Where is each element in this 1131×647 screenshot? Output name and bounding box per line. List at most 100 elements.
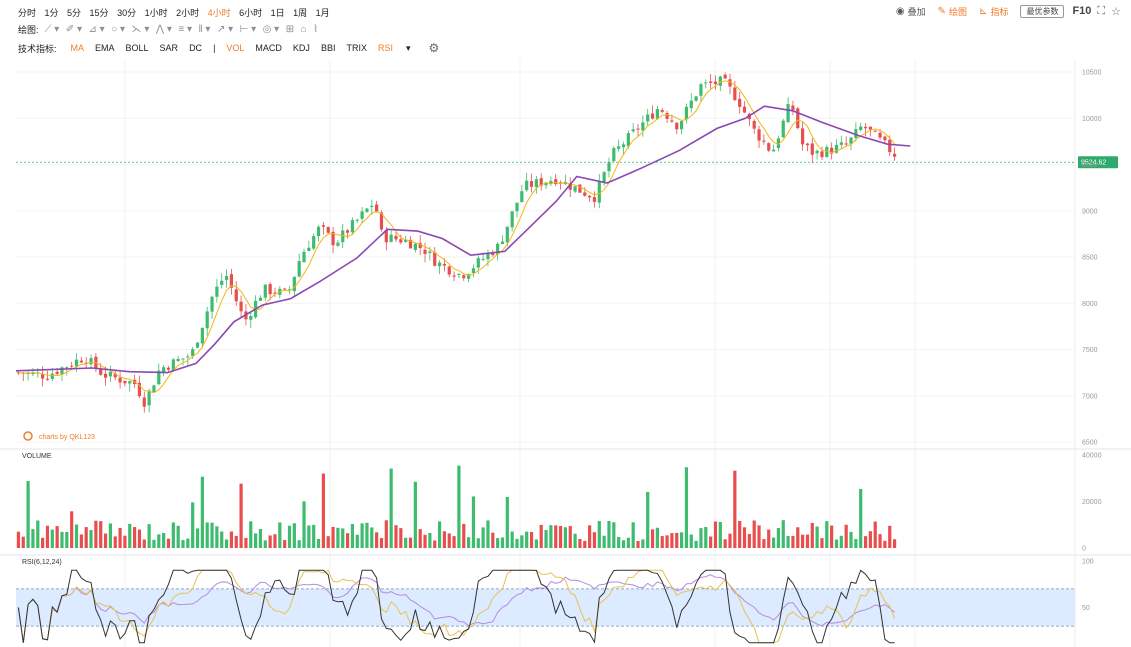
indicator-sar[interactable]: SAR	[159, 43, 179, 53]
candle-body-98	[491, 253, 495, 256]
eye-icon[interactable]: ◎ ▾	[262, 23, 280, 35]
volume-bar-146	[723, 539, 727, 548]
indicator-rsi[interactable]: RSI	[377, 43, 393, 53]
indicator-macd[interactable]: MACD	[255, 43, 282, 53]
candle-body-79	[399, 239, 403, 243]
candle-163	[805, 142, 810, 152]
pattern-tool-icon[interactable]: ⋀ ▾	[155, 23, 172, 35]
candle-108	[539, 173, 543, 191]
candle-132	[655, 105, 659, 121]
candle-body-146	[723, 74, 727, 79]
timeframe-3[interactable]: 15分	[89, 7, 109, 18]
indicator-trix[interactable]: TRIX	[346, 43, 367, 53]
indicator-vol[interactable]: VOL	[226, 43, 245, 53]
candle-body-169	[834, 144, 839, 153]
overlay-button[interactable]: ◉ 叠加	[896, 5, 926, 18]
candle-body-14	[84, 362, 88, 364]
candle-110	[549, 176, 553, 187]
volume-bar-107	[534, 539, 538, 548]
volume-bar-144	[713, 521, 718, 548]
candle-body-27	[147, 390, 151, 406]
optimal-params-button[interactable]: 最优参数	[1020, 4, 1065, 18]
gear-icon[interactable]: ⚙	[428, 41, 440, 55]
line-tool-icon[interactable]: ⟋ ▾	[44, 23, 60, 35]
candle-body-158	[781, 120, 785, 138]
trash-icon[interactable]: ⌂	[300, 23, 307, 35]
f10-button[interactable]: F10	[1072, 5, 1092, 17]
timeframe-5[interactable]: 1小时	[144, 7, 168, 18]
fib-tool-icon[interactable]: ⋋ ▾	[131, 23, 150, 35]
candle-body-93	[467, 274, 471, 279]
candle-body-155	[767, 143, 771, 151]
timeframe-1[interactable]: 1分	[44, 7, 59, 18]
candle-body-15	[89, 358, 93, 365]
measure-tool-icon[interactable]: ⊢ ▾	[239, 23, 257, 35]
volume-bar-162	[801, 534, 805, 548]
candle-body-106	[529, 181, 534, 187]
indicator-ma[interactable]: MA	[70, 43, 85, 53]
candle-body-73	[370, 205, 374, 207]
volume-bar-32	[171, 522, 175, 548]
candle-40	[210, 295, 214, 320]
candle-body-123	[612, 148, 616, 162]
candle-body-156	[771, 149, 776, 152]
volume-bar-140	[694, 540, 698, 548]
volume-bar-125	[621, 540, 626, 548]
fullscreen-icon[interactable]: ⛶	[1097, 4, 1106, 17]
candle-46	[239, 295, 243, 318]
timeframe-10[interactable]: 1周	[293, 7, 308, 18]
timeframe-6[interactable]: 2小时	[176, 7, 200, 18]
indicator-boll[interactable]: BOLL	[125, 43, 149, 53]
indicator-kdj[interactable]: KDJ	[292, 43, 310, 53]
candle-body-144	[713, 81, 718, 84]
timeframe-9[interactable]: 1日	[270, 7, 285, 18]
candle-144	[713, 75, 718, 90]
arrow-tool-icon[interactable]: ↗ ▾	[216, 23, 234, 35]
volume-bar-68	[345, 533, 350, 548]
volume-bar-29	[157, 534, 161, 548]
candle-13	[79, 356, 83, 364]
candle-body-40	[210, 296, 214, 312]
volume-bar-54	[278, 522, 282, 548]
indicator-button[interactable]: ⊾ 指标	[979, 5, 1008, 18]
candle-133	[660, 108, 664, 114]
volume-bar-67	[341, 528, 345, 548]
timeframe-4[interactable]: 30分	[117, 7, 137, 18]
draw-button[interactable]: ✎ 绘图	[938, 5, 967, 18]
star-icon[interactable]: ☆	[1111, 5, 1121, 18]
volume-tick-2: 0	[1082, 546, 1086, 553]
candle-body-142	[704, 82, 708, 84]
candle-body-76	[384, 230, 388, 243]
timeframe-2[interactable]: 5分	[67, 7, 82, 18]
indicator-ema[interactable]: EMA	[95, 43, 115, 53]
timeframe-7[interactable]: 4小时	[207, 7, 231, 18]
candle-body-38	[200, 327, 204, 344]
candle-body-115	[573, 186, 577, 192]
volume-bar-59	[302, 501, 306, 548]
candle-body-92	[462, 275, 466, 279]
volume-bar-10	[65, 531, 69, 548]
timeframe-0[interactable]: 分时	[18, 7, 37, 18]
timeframe-11[interactable]: 1月	[315, 7, 330, 18]
indicator-dc[interactable]: DC	[189, 43, 203, 53]
candle-body-178	[878, 132, 882, 138]
volume-bar-165	[815, 526, 819, 548]
volume-bar-49	[254, 533, 258, 548]
candle-body-134	[665, 113, 669, 119]
candle-body-17	[99, 369, 103, 375]
magnet-icon[interactable]: ⌇	[313, 23, 319, 35]
timeframe-8[interactable]: 6小时	[239, 7, 263, 18]
candle-body-91	[457, 273, 461, 276]
more-indicators-dropdown[interactable]: ▾	[405, 42, 411, 53]
candle-142	[704, 79, 708, 89]
indicator-bbi[interactable]: BBI	[320, 43, 336, 53]
volume-bar-41	[215, 526, 219, 548]
pen-tool-icon[interactable]: ✐ ▾	[65, 23, 83, 35]
candle-64	[326, 226, 330, 235]
lock-icon[interactable]: ⊞	[285, 23, 295, 35]
shape-tool-icon[interactable]: ○ ▾	[111, 23, 126, 35]
gann-tool-icon[interactable]: ‖ ▾	[198, 23, 211, 35]
channel-tool-icon[interactable]: ⊿ ▾	[88, 23, 105, 35]
lines-tool-icon[interactable]: ≡ ▾	[178, 23, 193, 35]
